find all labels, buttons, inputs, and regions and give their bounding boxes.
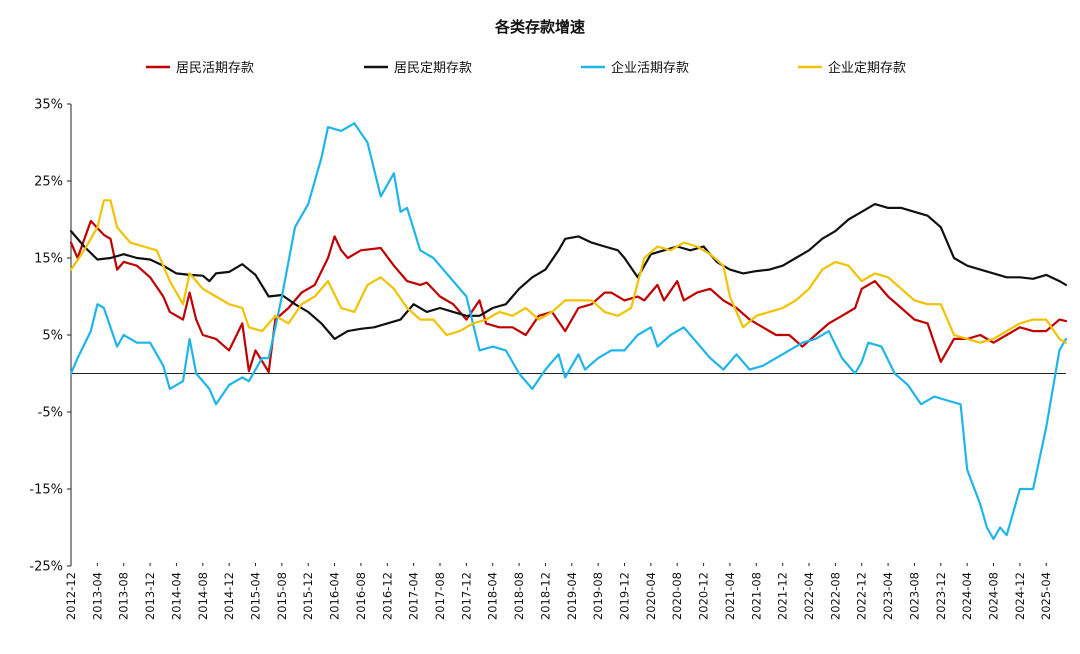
x-tick-label: 2020-08 [670,572,684,620]
y-tick-label: 25% [34,175,63,190]
x-tick-label: 2015-08 [275,572,289,620]
x-tick-label: 2018-04 [486,572,500,620]
series-line-4 [69,199,1068,344]
x-tick-label: 2018-08 [512,572,526,620]
x-tick-label: 2013-12 [143,572,157,620]
x-tick-label: 2016-12 [380,572,394,620]
x-tick-label: 2020-04 [644,572,658,620]
x-tick-label: 2014-12 [222,572,236,620]
x-tick-label: 2014-08 [196,572,210,620]
x-tick-label: 2023-12 [934,572,948,620]
series-line-2 [69,203,1068,340]
x-tick-label: 2024-08 [987,572,1001,620]
legend-label-2: 居民定期存款 [394,61,472,76]
x-tick-label: 2014-04 [169,572,183,620]
series-layer [69,122,1068,541]
x-tick-label: 2019-04 [565,572,579,620]
x-tick-label: 2022-04 [802,572,816,620]
y-tick-label: -5% [38,406,63,421]
x-tick-label: 2021-08 [749,572,763,620]
series-line-3 [69,122,1068,541]
legend-label-4: 企业定期存款 [828,60,906,76]
x-tick-label: 2015-12 [301,572,315,620]
y-tick-label: 5% [42,329,63,344]
x-tick-label: 2023-08 [907,572,921,620]
legend-label-1: 居民活期存款 [176,61,254,76]
x-tick-label: 2021-12 [776,572,790,620]
x-tick-label: 2023-04 [881,572,895,620]
chart-title: 各类存款增速 [494,18,585,36]
x-tick-label: 2016-08 [354,572,368,620]
x-tick-label: 2013-04 [90,572,104,620]
x-tick-label: 2016-04 [328,572,342,620]
x-tick-label: 2022-12 [855,572,869,620]
x-tick-label: 2017-12 [459,572,473,620]
x-tick-label: 2022-08 [828,572,842,620]
x-tick-label: 2024-04 [960,572,974,620]
series-line-1 [69,219,1068,374]
x-tick-label: 2013-08 [117,572,131,620]
x-tick-label: 2018-12 [538,572,552,620]
x-tick-label: 2019-12 [618,572,632,620]
x-tick-label: 2021-04 [723,572,737,620]
legend-label-3: 企业活期存款 [611,60,689,76]
x-tick-label: 2017-08 [433,572,447,620]
x-tick-label: 2025-04 [1039,572,1053,620]
x-tick-label: 2012-12 [64,572,78,620]
y-tick-label: 35% [34,98,63,113]
x-tick-label: 2020-12 [697,572,711,620]
y-tick-label: 15% [34,252,63,267]
legend: 居民活期存款 居民定期存款 企业活期存款 企业定期存款 [146,60,906,76]
y-tick-label: -25% [29,560,63,575]
x-tick-label: 2015-04 [249,572,263,620]
x-tick-label: 2024-12 [1013,572,1027,620]
y-tick-label: -15% [29,483,63,498]
axes: 35% 25% 15% 5% -5% -15% -25%2012-12 2013-04 2013… [29,98,1066,620]
x-tick-label: 2019-08 [591,572,605,620]
x-tick-label: 2017-04 [407,572,421,620]
